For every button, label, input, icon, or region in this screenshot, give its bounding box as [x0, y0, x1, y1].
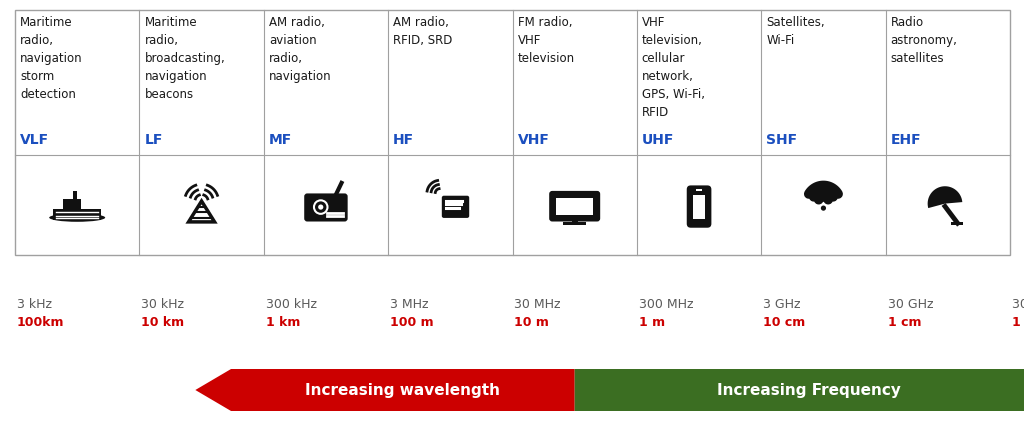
FancyBboxPatch shape — [304, 194, 348, 222]
Polygon shape — [574, 369, 1024, 411]
Text: Radio
astronomy,
satellites: Radio astronomy, satellites — [891, 16, 957, 65]
Text: 300 kHz: 300 kHz — [266, 299, 316, 312]
Text: Maritime
radio,
navigation
storm
detection: Maritime radio, navigation storm detecti… — [20, 16, 83, 101]
Text: 10 cm: 10 cm — [763, 316, 806, 328]
Circle shape — [313, 199, 329, 215]
Text: 1 cm: 1 cm — [888, 316, 922, 328]
Text: EHF: EHF — [891, 133, 922, 147]
FancyBboxPatch shape — [441, 196, 469, 218]
Text: UHF: UHF — [642, 133, 674, 147]
Polygon shape — [196, 369, 574, 411]
Text: VHF: VHF — [517, 133, 549, 147]
Circle shape — [315, 201, 327, 213]
Text: 10 m: 10 m — [514, 316, 549, 328]
Bar — [15, 10, 1010, 255]
Text: 30 kHz: 30 kHz — [141, 299, 184, 312]
Bar — [571, 218, 578, 223]
Bar — [563, 222, 586, 226]
Text: 30 GHz: 30 GHz — [888, 299, 933, 312]
Text: LF: LF — [144, 133, 163, 147]
Bar — [693, 194, 705, 219]
Text: 3 GHz: 3 GHz — [763, 299, 801, 312]
Text: VLF: VLF — [20, 133, 49, 147]
Text: Satellites,
Wi-Fi: Satellites, Wi-Fi — [766, 16, 825, 47]
Text: 1 km: 1 km — [266, 316, 300, 328]
Bar — [73, 191, 78, 201]
Text: VHF
television,
cellular
network,
GPS, Wi-Fi,
RFID: VHF television, cellular network, GPS, W… — [642, 16, 705, 119]
Text: 10 km: 10 km — [141, 316, 184, 328]
Bar — [696, 190, 702, 191]
Bar — [950, 222, 964, 225]
Text: 3 kHz: 3 kHz — [17, 299, 52, 312]
Text: AM radio,
RFID, SRD: AM radio, RFID, SRD — [393, 16, 453, 47]
Text: 30 MHz: 30 MHz — [514, 299, 561, 312]
Text: 3 MHz: 3 MHz — [390, 299, 429, 312]
Bar — [556, 198, 593, 214]
Text: FM radio,
VHF
television: FM radio, VHF television — [517, 16, 574, 65]
Text: AM radio,
aviation
radio,
navigation: AM radio, aviation radio, navigation — [268, 16, 332, 83]
Text: 100km: 100km — [17, 316, 65, 328]
Polygon shape — [928, 186, 963, 208]
FancyBboxPatch shape — [549, 191, 600, 222]
Text: 1 mm: 1 mm — [1012, 316, 1024, 328]
Circle shape — [318, 205, 324, 210]
Circle shape — [821, 206, 826, 211]
Text: 100 m: 100 m — [390, 316, 434, 328]
Text: SHF: SHF — [766, 133, 798, 147]
Text: 300 GHz: 300 GHz — [1012, 299, 1024, 312]
Bar — [63, 199, 81, 210]
Text: HF: HF — [393, 133, 415, 147]
Text: Increasing Frequency: Increasing Frequency — [717, 383, 901, 397]
Text: MF: MF — [268, 133, 292, 147]
Text: Increasing wavelength: Increasing wavelength — [305, 383, 501, 397]
Bar — [53, 209, 101, 220]
Text: 300 MHz: 300 MHz — [639, 299, 693, 312]
FancyBboxPatch shape — [687, 186, 712, 228]
Text: Maritime
radio,
broadcasting,
navigation
beacons: Maritime radio, broadcasting, navigation… — [144, 16, 225, 101]
Ellipse shape — [49, 214, 105, 222]
Text: 1 m: 1 m — [639, 316, 665, 328]
